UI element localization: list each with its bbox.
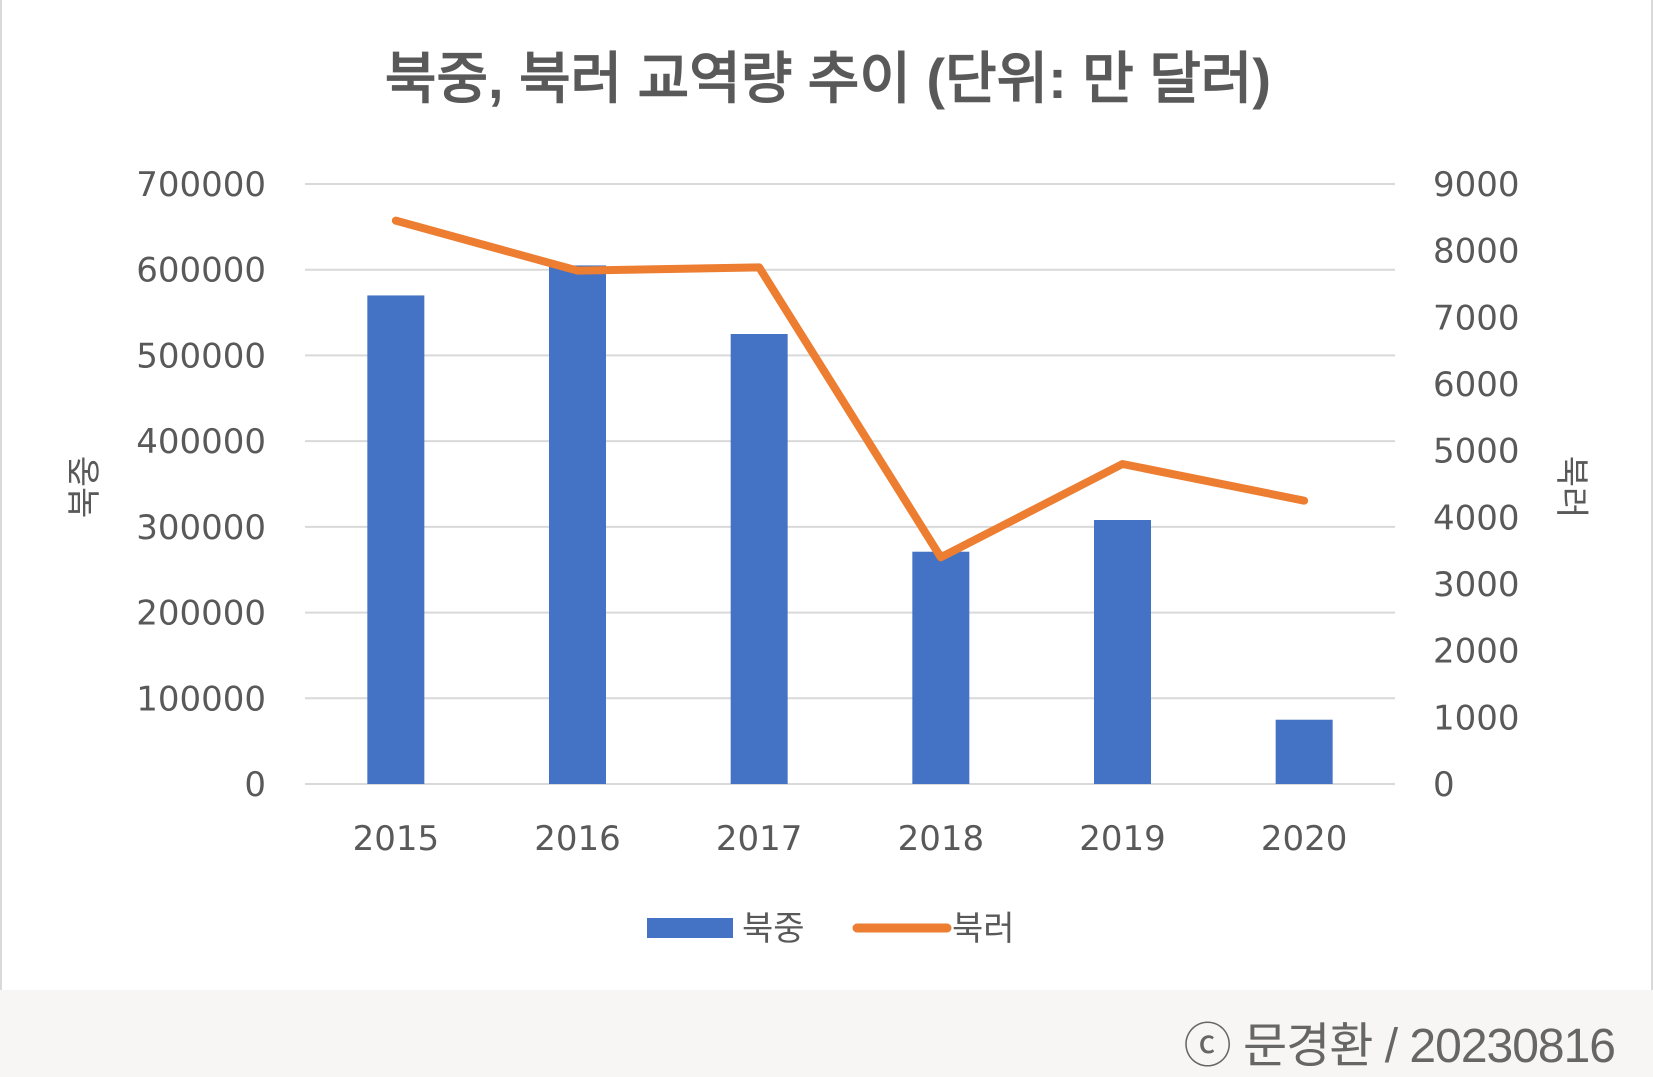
right-tick-label: 7000: [1433, 298, 1520, 338]
combo-chart: 북중, 북러 교역량 추이 (단위: 만 달러) 0 100000 200000 30…: [65, 47, 1591, 949]
bar-2017: [730, 334, 788, 784]
left-axis-label: 북중: [65, 456, 105, 519]
right-tick-label: 8000: [1433, 232, 1520, 272]
right-tick-label: 6000: [1433, 365, 1520, 405]
bar-2015: [367, 295, 425, 784]
footer: ⓒ 문경환 / 20230816: [0, 990, 1653, 1077]
line-series-bukreo: [391, 216, 1309, 562]
legend: 북중 북러: [647, 909, 1015, 949]
x-tick-label: 2015: [353, 819, 440, 859]
copyright-credit: ⓒ 문경환 / 20230816: [1183, 1020, 1616, 1073]
bar-2016: [549, 265, 606, 784]
left-tick-label: 100000: [136, 679, 266, 719]
bar-2019: [1094, 520, 1151, 784]
left-axis-ticks: 0 100000 200000 300000 400000 500000 600000 700…: [136, 165, 266, 805]
right-tick-label: 9000: [1433, 165, 1520, 205]
left-tick-label: 700000: [136, 165, 266, 205]
right-tick-label: 2000: [1433, 632, 1520, 672]
left-tick-label: 0: [244, 765, 266, 805]
right-tick-label: 0: [1433, 765, 1455, 805]
right-tick-label: 5000: [1433, 432, 1520, 472]
x-tick-label: 2020: [1261, 819, 1348, 859]
bar-series-bukjung: [367, 265, 1333, 784]
left-tick-label: 400000: [136, 422, 266, 462]
right-tick-label: 1000: [1433, 698, 1520, 738]
legend-swatch-bukjung: [647, 918, 733, 938]
x-tick-label: 2017: [716, 819, 803, 859]
bar-2018: [912, 551, 970, 784]
right-axis-ticks: 0 1000 2000 3000 4000 5000 6000 7000 8000 9000: [1433, 165, 1520, 805]
x-axis-categories: 2015 2016 2017 2018 2019 2020: [353, 819, 1348, 859]
left-tick-label: 600000: [136, 251, 266, 291]
chart-title: 북중, 북러 교역량 추이 (단위: 만 달러): [385, 47, 1271, 110]
x-tick-label: 2018: [898, 819, 985, 859]
line-path: [391, 216, 1309, 562]
left-tick-label: 200000: [136, 594, 266, 634]
gridlines: [305, 183, 1395, 785]
right-tick-label: 3000: [1433, 565, 1520, 605]
legend-label-bukreo: 북러: [952, 909, 1015, 949]
left-tick-label: 300000: [136, 508, 266, 548]
legend-label-bukjung: 북중: [742, 909, 805, 949]
right-axis-label: 북러: [1551, 456, 1591, 519]
bar-2020: [1275, 719, 1333, 784]
right-tick-label: 4000: [1433, 498, 1520, 538]
left-tick-label: 500000: [136, 336, 266, 376]
chart-area: 북중, 북러 교역량 추이 (단위: 만 달러) 0 100000 200000 30…: [0, 0, 1653, 990]
x-tick-label: 2019: [1079, 819, 1166, 859]
x-tick-label: 2016: [534, 819, 621, 859]
